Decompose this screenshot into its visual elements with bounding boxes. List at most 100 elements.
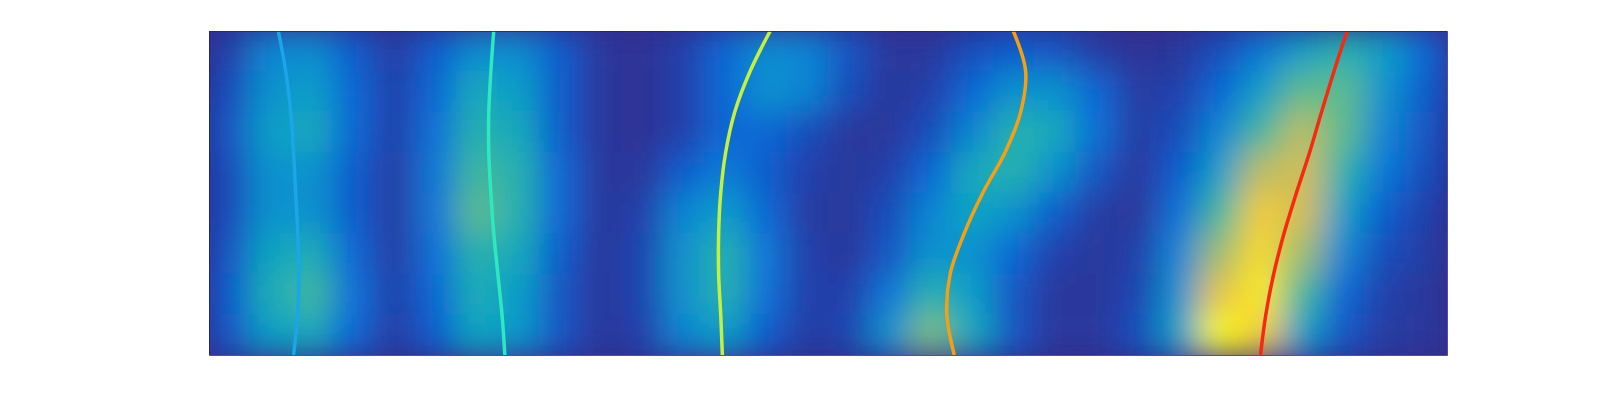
- heat-cell: [704, 233, 746, 275]
- heat-cell: [786, 193, 828, 235]
- heat-cell: [869, 31, 911, 72]
- heat-cell: [1158, 152, 1200, 194]
- heat-cell: [1405, 193, 1447, 235]
- heat-cell: [415, 233, 457, 275]
- heat-cell: [580, 193, 622, 235]
- heat-cell: [951, 112, 993, 154]
- heat-cell: [291, 71, 333, 113]
- heat-cell: [1240, 31, 1282, 72]
- heat-cell: [1323, 193, 1365, 235]
- heat-cell: [332, 31, 374, 72]
- heat-cell: [580, 152, 622, 194]
- heat-cell: [209, 31, 251, 72]
- heat-cell: [415, 152, 457, 194]
- heat-cell: [1281, 31, 1323, 72]
- heat-cell: [951, 274, 993, 316]
- heat-cell: [828, 112, 870, 154]
- heat-cell: [745, 193, 787, 235]
- heat-cell: [209, 112, 251, 154]
- heat-cell: [910, 112, 952, 154]
- heat-cell: [786, 31, 828, 72]
- heat-cell: [662, 152, 704, 194]
- heat-cell: [1240, 112, 1282, 154]
- heat-cell: [704, 112, 746, 154]
- heat-cell: [539, 233, 581, 275]
- heat-cell: [580, 31, 622, 72]
- heat-cell: [374, 31, 416, 72]
- heat-cell: [1199, 193, 1241, 235]
- heat-cell: [332, 152, 374, 194]
- heat-cell: [1240, 274, 1282, 316]
- heat-cell: [209, 314, 251, 355]
- heat-cell: [869, 71, 911, 113]
- curve: [278, 31, 299, 355]
- heat-cell: [332, 193, 374, 235]
- heat-cell: [621, 31, 663, 72]
- heat-cell: [745, 71, 787, 113]
- heat-cell: [869, 152, 911, 194]
- heat-cell: [1034, 31, 1076, 72]
- heat-cell: [828, 314, 870, 355]
- heat-cell: [745, 233, 787, 275]
- heat-cell: [993, 31, 1035, 72]
- heat-cell: [291, 31, 333, 72]
- heat-cell: [1199, 71, 1241, 113]
- heat-cell: [539, 274, 581, 316]
- heat-cell: [662, 112, 704, 154]
- heat-cell: [621, 152, 663, 194]
- heat-cell: [539, 112, 581, 154]
- heat-cell: [828, 31, 870, 72]
- heat-cell: [1281, 274, 1323, 316]
- heat-cell: [621, 274, 663, 316]
- heat-cell: [1281, 193, 1323, 235]
- heat-cell: [828, 193, 870, 235]
- heat-cell: [332, 274, 374, 316]
- heat-cell: [332, 112, 374, 154]
- curve: [947, 31, 1026, 355]
- heat-cell: [209, 274, 251, 316]
- heat-cell: [1405, 274, 1447, 316]
- heat-cell: [704, 31, 746, 72]
- y-axis-right: [1447, 32, 1448, 356]
- heat-cell: [374, 112, 416, 154]
- heat-cell: [332, 71, 374, 113]
- heat-cell: [1034, 193, 1076, 235]
- heat-cell: [1075, 314, 1117, 355]
- heat-cell: [662, 71, 704, 113]
- heat-cell: [374, 274, 416, 316]
- heat-cell: [497, 71, 539, 113]
- heat-cell: [415, 193, 457, 235]
- heat-cell: [580, 274, 622, 316]
- heat-cell: [1034, 314, 1076, 355]
- heat-cell: [209, 233, 251, 275]
- heat-cell: [374, 193, 416, 235]
- y-axis: [209, 32, 210, 356]
- heat-cell: [786, 233, 828, 275]
- heat-cell: [1034, 152, 1076, 194]
- heat-cell: [1405, 71, 1447, 113]
- heat-cell: [828, 152, 870, 194]
- heat-cell: [621, 233, 663, 275]
- heat-cell: [539, 71, 581, 113]
- heat-cell: [1116, 274, 1158, 316]
- heat-cell: [786, 274, 828, 316]
- heat-cell: [1281, 233, 1323, 275]
- heat-cell: [910, 71, 952, 113]
- heat-cell: [1323, 112, 1365, 154]
- heat-cell: [1158, 314, 1200, 355]
- heat-cell: [1281, 314, 1323, 355]
- heat-cell: [704, 193, 746, 235]
- heat-cell: [456, 233, 498, 275]
- heat-cell: [497, 31, 539, 72]
- x-axis-top-line: [210, 31, 1448, 32]
- heat-cell: [580, 71, 622, 113]
- heat-cell: [786, 152, 828, 194]
- heat-cell: [951, 31, 993, 72]
- heat-cell: [250, 193, 292, 235]
- heat-cell: [951, 71, 993, 113]
- x-axis-line: [210, 355, 1448, 356]
- heat-cell: [374, 71, 416, 113]
- heat-cell: [704, 71, 746, 113]
- heat-cell: [1034, 233, 1076, 275]
- heat-cell: [745, 274, 787, 316]
